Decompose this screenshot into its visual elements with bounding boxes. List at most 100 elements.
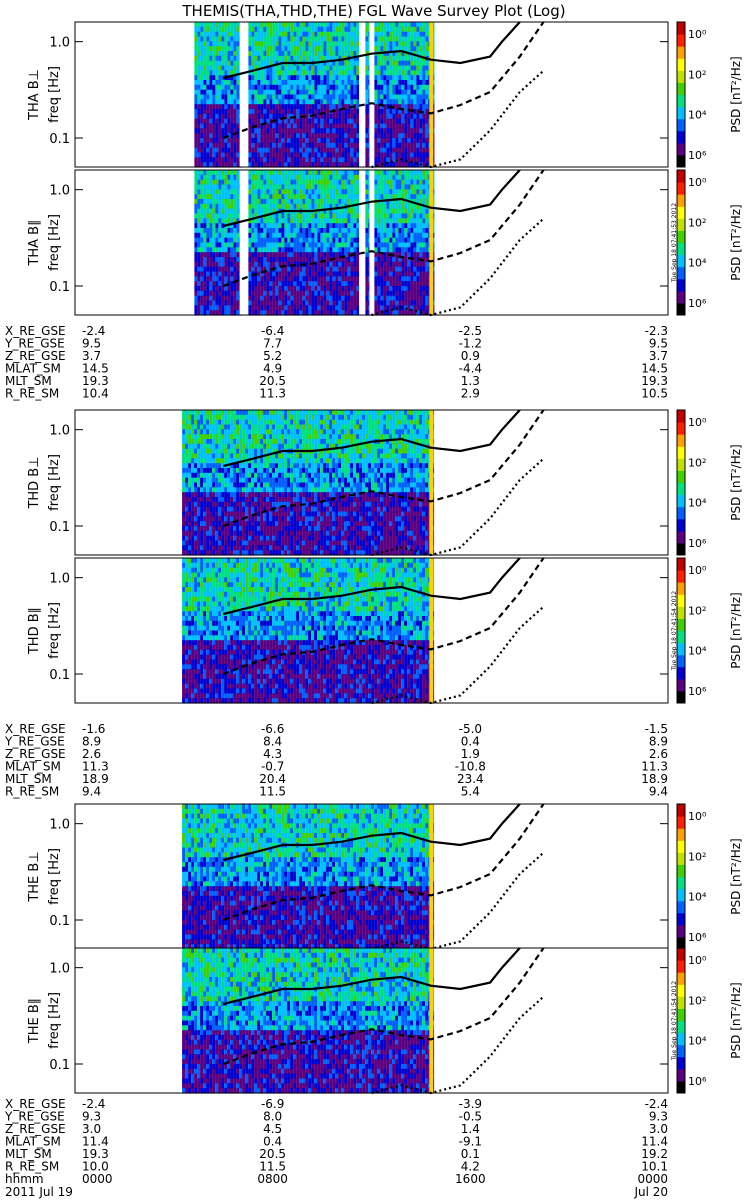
spectrogram-cell <box>419 142 423 149</box>
spectrogram-cell <box>386 41 390 47</box>
spectrogram-cell <box>404 55 408 62</box>
spectrogram-cell <box>260 60 264 67</box>
spectrogram-cell <box>194 266 198 273</box>
spectrogram-cell <box>206 46 210 52</box>
spectrogram-cell <box>215 213 219 219</box>
spectrogram-cell <box>311 281 315 287</box>
spectrogram-cell <box>401 290 405 297</box>
spectrogram-cell <box>281 128 285 134</box>
spectrogram-cell <box>290 75 294 81</box>
spectrogram-cell <box>275 223 279 229</box>
spectrogram-cell <box>212 22 216 28</box>
spectrogram-cell <box>416 228 420 234</box>
spectrogram-cell <box>416 300 420 306</box>
spectrogram-cell <box>320 41 324 47</box>
spectrogram-cell <box>209 247 213 253</box>
spectrogram-cell <box>227 194 231 200</box>
spectrogram-cell <box>335 184 339 190</box>
spectrogram-cell <box>212 242 216 248</box>
spectrogram-cell <box>281 194 285 200</box>
spectrogram-cell <box>347 271 351 277</box>
spectrogram-cell <box>215 482 219 488</box>
spectrogram-cell <box>422 22 426 28</box>
spectrogram-cell <box>194 128 198 134</box>
spectrogram-cell <box>254 286 258 292</box>
spectrogram-cell <box>347 290 351 297</box>
spectrogram-cell <box>275 257 279 263</box>
spectrogram-cell <box>182 410 186 416</box>
spectrogram-cell <box>260 310 264 316</box>
spectrogram-cell <box>320 84 324 91</box>
spectrogram-cell <box>203 118 207 125</box>
spectrogram-cell <box>233 223 237 229</box>
spectrogram-cell <box>206 506 210 513</box>
spectrogram-cell <box>416 232 420 239</box>
spectrogram-cell <box>365 128 369 134</box>
spectrogram-cell <box>305 290 309 297</box>
spectrogram-cell <box>281 237 285 244</box>
spectrogram-cell <box>221 189 225 195</box>
spectrogram-cell <box>209 261 213 268</box>
spectrogram-cell <box>317 184 321 190</box>
spectrogram-cell <box>215 443 219 450</box>
spectrogram-cell <box>266 60 270 67</box>
spectrogram-cell <box>287 228 291 234</box>
spectrogram-cell <box>410 208 414 215</box>
spectrogram-cell <box>329 142 333 149</box>
spectrogram-cell <box>419 70 423 76</box>
spectrogram-cell <box>182 458 186 464</box>
spectrogram-cell <box>401 31 405 38</box>
spectrogram-cell <box>305 170 309 176</box>
spectrogram-cell <box>218 266 222 273</box>
spectrogram-cell <box>290 99 294 105</box>
spectrogram-cell <box>224 242 228 248</box>
spectrogram-cell <box>197 232 201 239</box>
spectrogram-cell <box>275 157 279 163</box>
spectrogram-cell <box>236 142 240 149</box>
spectrogram-cell <box>317 174 321 181</box>
spectrogram-cell <box>356 208 360 215</box>
spectrogram-cell <box>203 84 207 91</box>
spectrogram-cell <box>353 271 357 277</box>
spectrogram-cell <box>350 123 354 129</box>
spectrogram-cell <box>338 218 342 224</box>
spectrogram-cell <box>407 22 411 28</box>
spectrogram-cell <box>260 184 264 190</box>
spectrogram-cell <box>248 271 252 277</box>
spectrogram-cell <box>395 242 399 248</box>
spectrogram-cell <box>356 228 360 234</box>
spectrogram-cell <box>419 138 423 144</box>
spectrogram-cell <box>386 223 390 229</box>
spectrogram-cell <box>350 99 354 105</box>
spectrogram-cell <box>203 208 207 215</box>
spectrogram-cell <box>236 257 240 263</box>
spectrogram-cell <box>212 237 216 244</box>
spectrogram-cell <box>326 232 330 239</box>
spectrogram-cell <box>233 286 237 292</box>
spectrogram-cell <box>206 266 210 273</box>
spectrogram-cell <box>269 113 273 120</box>
spectrogram-cell <box>317 142 321 149</box>
spectrogram-cell <box>326 194 330 200</box>
spectrogram-cell <box>194 213 198 219</box>
spectrogram-cell <box>275 51 279 57</box>
spectrogram-cell <box>419 252 423 258</box>
spectrogram-cell <box>203 109 207 115</box>
spectrogram-cell <box>305 46 309 52</box>
spectrogram-cell <box>182 497 186 503</box>
spectrogram-cell <box>278 189 282 195</box>
spectrogram-cell <box>350 41 354 47</box>
spectrogram-cell <box>311 223 315 229</box>
spectrogram-cell <box>383 281 387 287</box>
spectrogram-cell <box>332 271 336 277</box>
spectrogram-cell <box>335 271 339 277</box>
spectrogram-cell <box>203 170 207 176</box>
spectrogram-cell <box>209 138 213 144</box>
spectrogram-cell <box>332 281 336 287</box>
spectrogram-cell <box>314 300 318 306</box>
spectrogram-cell <box>344 152 348 158</box>
spectrogram-cell <box>305 65 309 71</box>
spectrogram-cell <box>314 138 318 144</box>
spectrogram-cell <box>356 276 360 282</box>
spectrogram-cell <box>353 55 357 62</box>
